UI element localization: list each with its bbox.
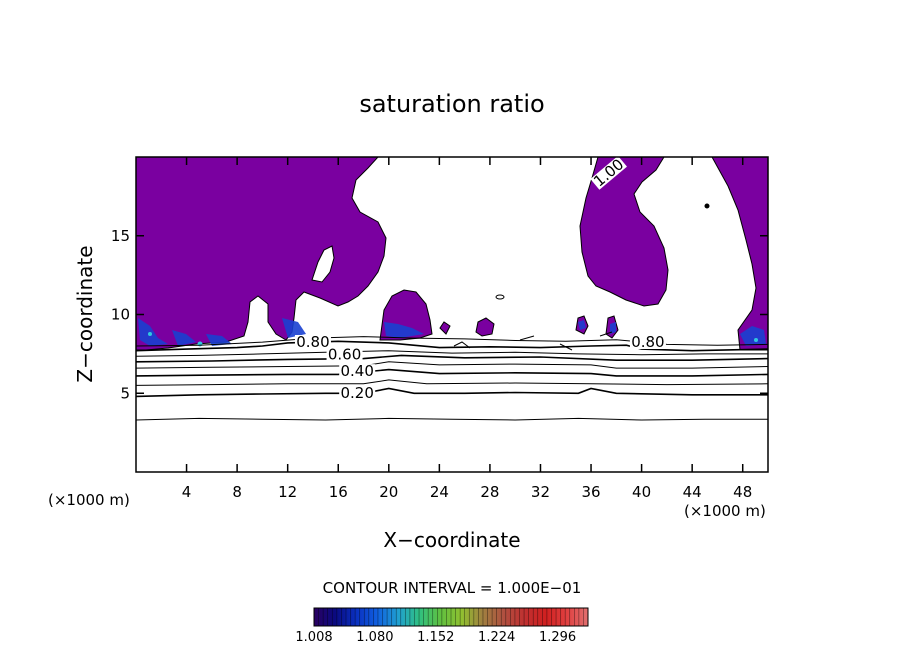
contour-line <box>136 336 768 347</box>
colorbar-tick-label: 1.296 <box>539 630 576 645</box>
y-axis: 5 10 15 <box>111 227 768 402</box>
saturated-blobs <box>439 315 619 339</box>
x-tick-label: 36 <box>581 483 600 501</box>
x-axis: 4 8 12 16 20 24 28 32 36 40 44 48 <box>182 157 752 501</box>
colorbar-tick-label: 1.152 <box>417 630 454 645</box>
contour-label-bg <box>590 155 627 190</box>
contour-label-bg <box>629 335 666 349</box>
supersaturation-highlights <box>138 318 766 346</box>
colorbar-tick-label: 1.224 <box>478 630 515 645</box>
contour-label-bg <box>294 335 331 349</box>
saturated-region-farright <box>711 157 768 351</box>
x-tick-label: 40 <box>632 483 651 501</box>
contour-label: 0.80 <box>296 333 329 351</box>
x-tick-label: 4 <box>182 483 192 501</box>
contour-line <box>136 350 768 357</box>
saturated-region-mid2 <box>475 317 495 337</box>
contour-label: 0.80 <box>631 333 664 351</box>
colorbar: 1.008 1.080 1.152 1.224 1.296 <box>295 607 589 645</box>
contour-line <box>136 387 768 398</box>
saturated-region-left <box>136 157 387 351</box>
y-tick-label: 5 <box>120 384 130 402</box>
contour-line <box>136 368 768 377</box>
x-tick-label: 28 <box>480 483 499 501</box>
saturated-bubble <box>311 245 335 283</box>
contour-label: 0.40 <box>340 362 373 380</box>
contour-label: 0.20 <box>340 384 373 402</box>
colorbar-tick-label: 1.008 <box>295 630 332 645</box>
contour-lines <box>136 336 768 421</box>
x-unit-label-right: (×1000 m) <box>684 502 766 520</box>
x-tick-label: 48 <box>733 483 752 501</box>
contour-line <box>136 379 768 386</box>
x-unit-label-left: (×1000 m) <box>48 491 130 509</box>
colorbar-tick-label: 1.080 <box>356 630 393 645</box>
contour-line <box>136 361 768 369</box>
x-tick-label: 8 <box>232 483 242 501</box>
contour-labels: 0.200.400.600.80 0.801.00 <box>294 155 666 402</box>
contour-line <box>136 340 768 352</box>
contour-label-bg <box>326 347 363 362</box>
y-tick-label: 10 <box>111 306 130 324</box>
contour-label-bg <box>339 364 376 379</box>
x-axis-label: X−coordinate <box>383 528 520 552</box>
x-tick-label: 44 <box>683 483 702 501</box>
x-tick-label: 32 <box>531 483 550 501</box>
contour-label-bg <box>339 386 376 401</box>
x-tick-label: 16 <box>329 483 348 501</box>
contour-label: 0.60 <box>328 346 361 364</box>
x-tick-label: 12 <box>278 483 297 501</box>
contour-line <box>136 417 768 421</box>
x-tick-label: 24 <box>430 483 449 501</box>
y-tick-label: 15 <box>111 227 130 245</box>
contour-line <box>136 354 768 363</box>
contour-interval-label: CONTOUR INTERVAL = 1.000E−01 <box>323 579 582 597</box>
saturated-region-right <box>579 157 669 307</box>
saturation-shading <box>136 157 768 351</box>
y-axis-label: Z−coordinate <box>73 245 97 382</box>
x-tick-label: 20 <box>379 483 398 501</box>
minor-contours <box>453 203 710 351</box>
chart-title: saturation ratio <box>359 90 544 118</box>
